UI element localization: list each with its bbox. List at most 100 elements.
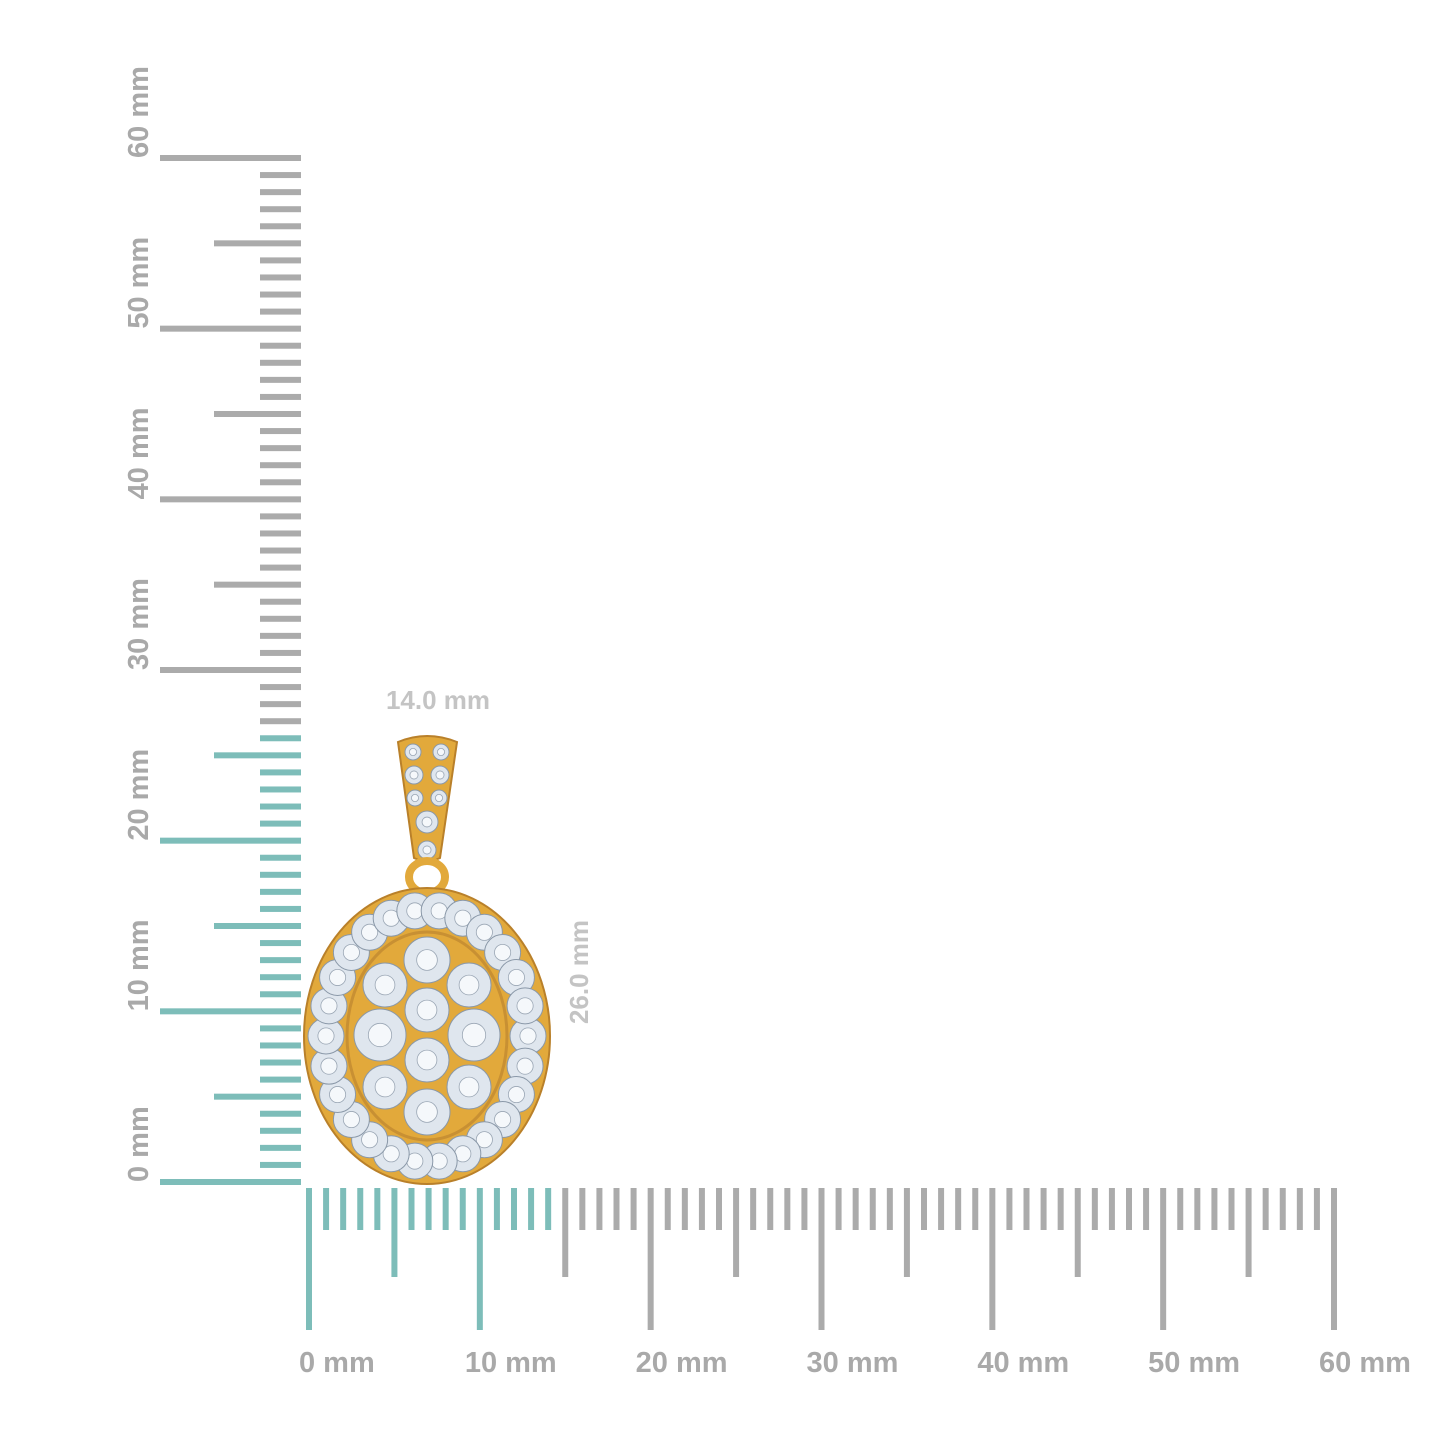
- horizontal-tick: [545, 1188, 552, 1230]
- vertical-tick: [260, 376, 301, 383]
- vertical-tick: [160, 155, 301, 161]
- horizontal-tick: [784, 1188, 791, 1230]
- vertical-tick: [260, 1161, 301, 1168]
- vertical-tick: [260, 1059, 301, 1066]
- horizontal-label: 40 mm: [977, 1347, 1069, 1379]
- horizontal-tick: [681, 1188, 688, 1230]
- horizontal-tick: [1023, 1188, 1030, 1230]
- horizontal-label: 20 mm: [636, 1347, 728, 1379]
- horizontal-tick: [613, 1188, 620, 1230]
- horizontal-tick: [835, 1188, 842, 1230]
- vertical-tick: [260, 172, 301, 179]
- horizontal-tick: [391, 1188, 398, 1277]
- horizontal-tick: [340, 1188, 347, 1230]
- horizontal-tick: [647, 1188, 654, 1330]
- horizontal-label: 0 mm: [299, 1347, 375, 1379]
- horizontal-tick: [1331, 1188, 1337, 1330]
- vertical-tick: [260, 564, 301, 571]
- vertical-tick: [260, 649, 301, 656]
- horizontal-tick: [357, 1188, 364, 1230]
- horizontal-tick: [852, 1188, 859, 1230]
- vertical-tick: [260, 974, 301, 981]
- horizontal-tick: [989, 1188, 996, 1330]
- vertical-tick: [260, 803, 301, 810]
- horizontal-tick: [1228, 1188, 1235, 1230]
- horizontal-tick: [921, 1188, 927, 1230]
- horizontal-tick: [425, 1188, 432, 1230]
- vertical-label: 40 mm: [123, 407, 155, 499]
- vertical-tick: [260, 1042, 301, 1049]
- horizontal-tick: [1279, 1188, 1286, 1230]
- vertical-tick: [214, 923, 301, 929]
- vertical-tick: [260, 684, 301, 691]
- horizontal-tick: [1160, 1188, 1167, 1330]
- vertical-label: 50 mm: [123, 237, 155, 329]
- horizontal-tick: [1211, 1188, 1218, 1230]
- horizontal-label: 50 mm: [1148, 1347, 1240, 1379]
- horizontal-tick: [408, 1188, 415, 1230]
- vertical-tick: [260, 342, 301, 349]
- vertical-tick: [260, 530, 301, 537]
- vertical-tick: [160, 837, 301, 844]
- vertical-tick: [260, 1127, 301, 1134]
- horizontal-tick: [1194, 1188, 1201, 1230]
- vertical-tick: [214, 581, 301, 588]
- vertical-tick: [260, 359, 301, 366]
- vertical-tick: [260, 598, 301, 605]
- vertical-tick: [260, 257, 301, 264]
- vertical-tick: [260, 445, 301, 452]
- horizontal-label: 30 mm: [807, 1347, 899, 1379]
- horizontal-tick: [1040, 1188, 1047, 1230]
- horizontal-tick: [1177, 1188, 1184, 1230]
- horizontal-tick: [716, 1188, 722, 1230]
- vertical-tick: [260, 735, 301, 742]
- horizontal-tick: [955, 1188, 962, 1230]
- horizontal-tick: [459, 1188, 466, 1230]
- horizontal-ruler: [306, 1188, 1337, 1330]
- vertical-ruler: [160, 155, 301, 1185]
- vertical-tick: [260, 888, 301, 895]
- horizontal-tick: [630, 1188, 637, 1230]
- horizontal-tick: [442, 1188, 449, 1230]
- vertical-tick: [260, 957, 301, 964]
- vertical-tick: [260, 1110, 301, 1117]
- pendant-image: [303, 735, 551, 1185]
- vertical-tick: [260, 393, 301, 400]
- horizontal-tick: [1091, 1188, 1098, 1230]
- vertical-tick: [260, 462, 301, 469]
- vertical-tick: [260, 615, 301, 622]
- vertical-tick: [214, 240, 301, 247]
- horizontal-tick: [596, 1188, 603, 1230]
- horizontal-tick: [1074, 1188, 1081, 1277]
- vertical-label: 20 mm: [123, 749, 155, 841]
- vertical-tick: [260, 547, 301, 554]
- vertical-tick: [260, 940, 301, 947]
- vertical-tick: [260, 479, 301, 486]
- vertical-tick: [260, 428, 301, 435]
- vertical-label: 10 mm: [123, 919, 155, 1011]
- vertical-tick: [160, 325, 301, 332]
- vertical-tick: [260, 701, 301, 708]
- height-dimension-label: 26.0 mm: [564, 920, 594, 1024]
- horizontal-tick: [1296, 1188, 1303, 1230]
- vertical-tick: [260, 274, 301, 281]
- vertical-tick: [214, 752, 301, 759]
- vertical-tick: [260, 820, 301, 827]
- horizontal-tick: [886, 1188, 893, 1230]
- horizontal-tick: [750, 1188, 757, 1230]
- vertical-tick: [260, 1025, 301, 1032]
- vertical-tick: [160, 1008, 301, 1015]
- vertical-tick: [260, 1144, 301, 1151]
- horizontal-tick: [1108, 1188, 1115, 1230]
- width-dimension-label: 14.0 mm: [386, 685, 490, 715]
- horizontal-label: 60 mm: [1319, 1347, 1411, 1379]
- vertical-tick: [260, 291, 301, 298]
- horizontal-tick: [562, 1188, 569, 1277]
- vertical-tick: [260, 308, 301, 315]
- horizontal-tick: [1245, 1188, 1252, 1277]
- horizontal-tick: [476, 1188, 483, 1330]
- horizontal-tick: [1006, 1188, 1013, 1230]
- vertical-tick: [160, 496, 301, 503]
- horizontal-tick: [1313, 1188, 1320, 1230]
- vertical-tick: [260, 769, 301, 776]
